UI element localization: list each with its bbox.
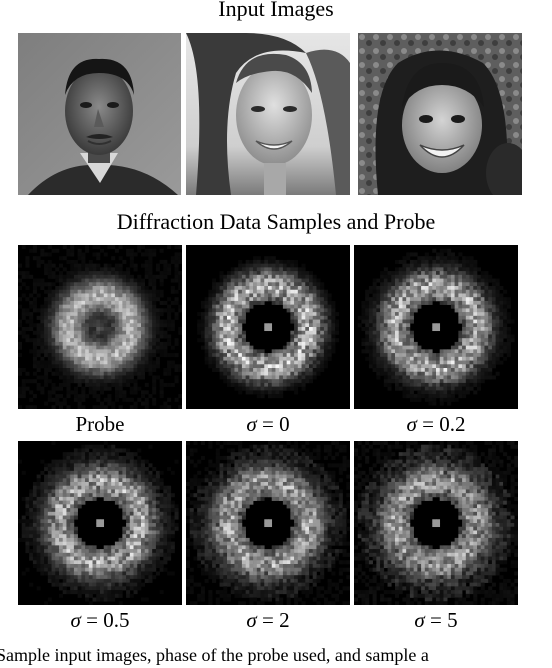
diffraction-title: Diffraction Data Samples and Probe	[0, 210, 552, 234]
diffraction-panel-sigma-0	[186, 245, 350, 409]
diffraction-panel-sigma-2	[186, 441, 350, 605]
input-image-girl	[358, 33, 522, 195]
figure-caption: Sample input images, phase of the probe …	[0, 642, 552, 668]
diffraction-pattern	[354, 245, 518, 409]
input-image-woman	[186, 33, 350, 195]
panel-label-sigma-0-5: σ = 0.5	[18, 608, 182, 632]
diffraction-pattern	[18, 441, 182, 605]
input-images-title: Input Images	[0, 0, 552, 21]
diffraction-pattern	[354, 441, 518, 605]
input-image-man	[18, 33, 181, 195]
panel-label-sigma-0-2: σ = 0.2	[354, 412, 518, 436]
diffraction-pattern	[186, 245, 350, 409]
diffraction-panel-probe	[18, 245, 182, 409]
panel-label-sigma-2: σ = 2	[186, 608, 350, 632]
panel-label-sigma-5: σ = 5	[354, 608, 518, 632]
diffraction-pattern	[18, 245, 182, 409]
diffraction-pattern	[186, 441, 350, 605]
diffraction-panel-sigma-0-5	[18, 441, 182, 605]
diffraction-panel-sigma-5	[354, 441, 518, 605]
panel-label-sigma-0: σ = 0	[186, 412, 350, 436]
diffraction-panel-sigma-0-2	[354, 245, 518, 409]
panel-label-probe: Probe	[18, 412, 182, 436]
